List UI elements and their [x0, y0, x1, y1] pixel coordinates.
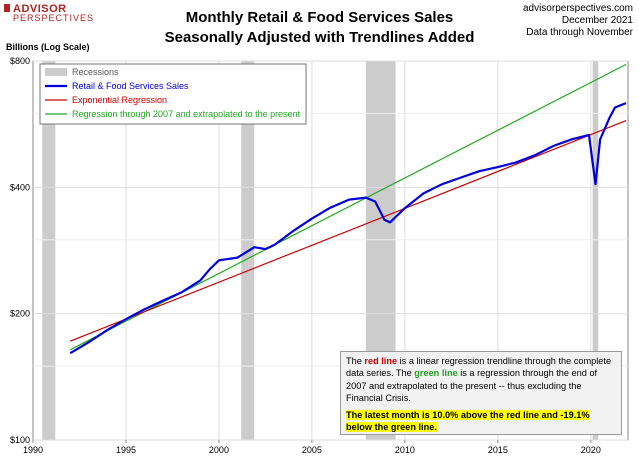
y-tick-label: $200 — [10, 309, 30, 319]
legend-label: Regression through 2007 and extrapolated… — [72, 109, 301, 119]
legend-box — [39, 63, 307, 125]
annotation-paragraph: The red line is a linear regression tren… — [346, 356, 612, 403]
source-url: advisorperspectives.com — [522, 3, 633, 14]
legend-swatch-recession — [45, 68, 67, 76]
recession-band — [42, 61, 56, 440]
y-tick-label: $400 — [10, 182, 30, 192]
annotation-box: The red line is a linear regression tren… — [340, 351, 622, 435]
logo-line2: PERSPECTIVES — [13, 13, 95, 23]
recession-band — [592, 61, 599, 440]
logo: ADVISOR PERSPECTIVES — [4, 3, 94, 23]
x-tick-label: 1995 — [116, 445, 136, 455]
series-line-retail-sales — [69, 102, 627, 355]
chart-subtitle: Seasonally Adjusted with Trendlines Adde… — [164, 29, 475, 46]
x-tick-label: 2010 — [395, 445, 415, 455]
y-tick-label: $100 — [10, 435, 30, 445]
legend-label: Recessions — [72, 67, 119, 77]
logo-line1: ADVISOR — [13, 3, 67, 15]
series-line-regression-2007 — [69, 63, 627, 351]
green-line-text: green line — [414, 368, 458, 379]
y-axis-label: Billions (Log Scale) — [6, 42, 90, 52]
red-line-text: red line — [364, 356, 398, 366]
y-tick-label: $800 — [10, 56, 30, 66]
x-tick-label: 2005 — [302, 445, 322, 455]
series-line-exponential-regression — [69, 120, 627, 342]
report-date: December 2021 — [561, 15, 633, 26]
legend-label: Retail & Food Services Sales — [72, 81, 189, 91]
x-tick-label: 2000 — [209, 445, 229, 455]
logo-mark-icon — [4, 4, 10, 12]
legend-label: Exponential Regression — [72, 95, 167, 105]
x-tick-label: 1990 — [23, 445, 43, 455]
chart-title: Monthly Retail & Food Services Sales — [185, 9, 454, 26]
x-tick-label: 2015 — [488, 445, 508, 455]
annotation-highlight: The latest month is 10.0% above the red … — [346, 410, 590, 433]
data-through: Data through November — [526, 27, 633, 38]
x-tick-label: 2020 — [581, 445, 601, 455]
